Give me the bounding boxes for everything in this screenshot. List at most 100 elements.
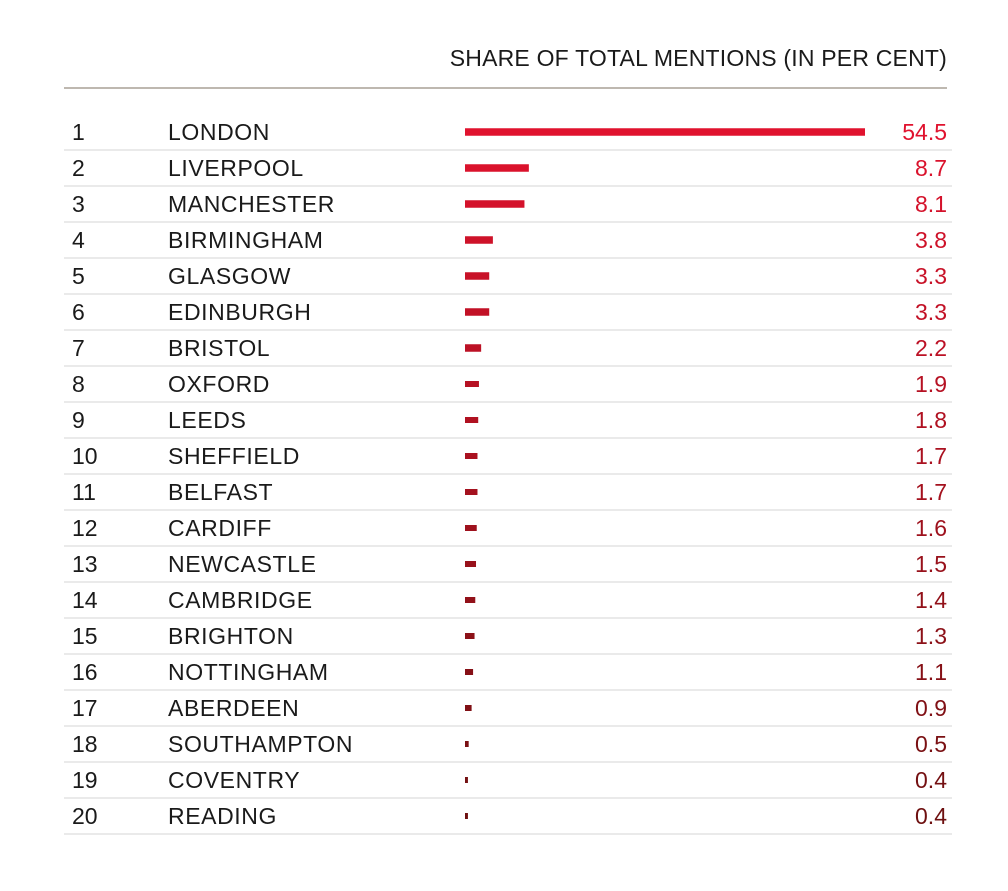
value-label: 1.5 (915, 551, 947, 577)
rank-label: 16 (72, 659, 98, 685)
city-label: BELFAST (168, 479, 273, 505)
rank-label: 14 (72, 587, 98, 613)
city-label: LIVERPOOL (168, 155, 304, 181)
bar (465, 308, 490, 316)
value-label: 3.3 (915, 299, 947, 325)
rank-label: 9 (72, 407, 85, 433)
city-label: NOTTINGHAM (168, 659, 329, 685)
bar (465, 597, 476, 603)
rank-label: 20 (72, 803, 98, 829)
rank-label: 1 (72, 119, 85, 145)
value-label: 0.4 (915, 767, 947, 793)
value-label: 1.4 (915, 587, 947, 613)
city-label: LONDON (168, 119, 270, 145)
table-row: 3 MANCHESTER 8.1 (64, 191, 952, 223)
table-row: 17 ABERDEEN 0.9 (64, 695, 952, 727)
rank-label: 13 (72, 551, 98, 577)
rank-label: 10 (72, 443, 98, 469)
bar (465, 741, 469, 747)
city-label: BIRMINGHAM (168, 227, 324, 253)
bar (465, 128, 865, 136)
city-label: COVENTRY (168, 767, 300, 793)
table-row: 14 CAMBRIDGE 1.4 (64, 587, 952, 619)
city-label: BRISTOL (168, 335, 270, 361)
table-row: 15 BRIGHTON 1.3 (64, 623, 952, 655)
city-label: LEEDS (168, 407, 246, 433)
city-label: CAMBRIDGE (168, 587, 313, 613)
bar (465, 200, 525, 208)
value-label: 1.1 (915, 659, 947, 685)
rank-label: 17 (72, 695, 98, 721)
rank-label: 11 (72, 479, 96, 505)
table-row: 1 LONDON 54.5 (64, 119, 952, 151)
bar (465, 344, 482, 352)
table-row: 4 BIRMINGHAM 3.8 (64, 227, 952, 259)
bar (465, 777, 468, 783)
value-label: 3.3 (915, 263, 947, 289)
value-label: 54.5 (902, 119, 947, 145)
rank-label: 12 (72, 515, 98, 541)
value-label: 1.3 (915, 623, 947, 649)
bar (465, 272, 490, 280)
city-label: EDINBURGH (168, 299, 311, 325)
table-row: 18 SOUTHAMPTON 0.5 (64, 731, 952, 763)
table-row: 11 BELFAST 1.7 (64, 479, 952, 511)
rank-label: 7 (72, 335, 85, 361)
table-row: 8 OXFORD 1.9 (64, 371, 952, 403)
value-label: 0.5 (915, 731, 947, 757)
rank-label: 6 (72, 299, 85, 325)
chart-rows: 1 LONDON 54.5 2 LIVERPOOL 8.7 3 MANCHESTER 8.1 4 B… (64, 119, 952, 835)
bar (465, 453, 478, 459)
rank-label: 15 (72, 623, 98, 649)
bar (465, 164, 529, 172)
table-row: 9 LEEDS 1.8 (64, 407, 952, 439)
table-row: 19 COVENTRY 0.4 (64, 767, 952, 799)
rank-label: 19 (72, 767, 98, 793)
value-label: 1.6 (915, 515, 947, 541)
table-row: 20 READING 0.4 (64, 803, 952, 835)
value-label: 3.8 (915, 227, 947, 253)
bar (465, 381, 479, 387)
bar (465, 525, 477, 531)
bar (465, 489, 478, 495)
bar (465, 633, 475, 639)
value-label: 0.4 (915, 803, 947, 829)
city-label: SHEFFIELD (168, 443, 300, 469)
table-row: 16 NOTTINGHAM 1.1 (64, 659, 952, 691)
city-label: NEWCASTLE (168, 551, 317, 577)
bar (465, 669, 474, 675)
rank-label: 8 (72, 371, 85, 397)
city-label: ABERDEEN (168, 695, 299, 721)
city-label: SOUTHAMPTON (168, 731, 353, 757)
city-label: READING (168, 803, 277, 829)
rank-label: 18 (72, 731, 98, 757)
table-row: 2 LIVERPOOL 8.7 (64, 155, 952, 187)
value-label: 1.8 (915, 407, 947, 433)
rank-label: 2 (72, 155, 85, 181)
table-row: 12 CARDIFF 1.6 (64, 515, 952, 547)
value-label: 1.9 (915, 371, 947, 397)
value-label: 1.7 (915, 443, 947, 469)
table-row: 10 SHEFFIELD 1.7 (64, 443, 952, 475)
city-label: CARDIFF (168, 515, 272, 541)
table-row: 5 GLASGOW 3.3 (64, 263, 952, 295)
bar (465, 813, 468, 819)
bar (465, 236, 493, 244)
value-label: 1.7 (915, 479, 947, 505)
table-row: 13 NEWCASTLE 1.5 (64, 551, 952, 583)
value-label: 8.1 (915, 191, 947, 217)
bar (465, 561, 477, 567)
bar (465, 417, 479, 423)
bar (465, 705, 472, 711)
table-row: 6 EDINBURGH 3.3 (64, 299, 952, 331)
city-label: MANCHESTER (168, 191, 335, 217)
value-label: 2.2 (915, 335, 947, 361)
city-label: GLASGOW (168, 263, 291, 289)
value-label: 0.9 (915, 695, 947, 721)
chart-title: SHARE OF TOTAL MENTIONS (IN PER CENT) (450, 45, 947, 71)
rank-label: 5 (72, 263, 85, 289)
value-label: 8.7 (915, 155, 947, 181)
city-label: OXFORD (168, 371, 270, 397)
rank-label: 3 (72, 191, 85, 217)
